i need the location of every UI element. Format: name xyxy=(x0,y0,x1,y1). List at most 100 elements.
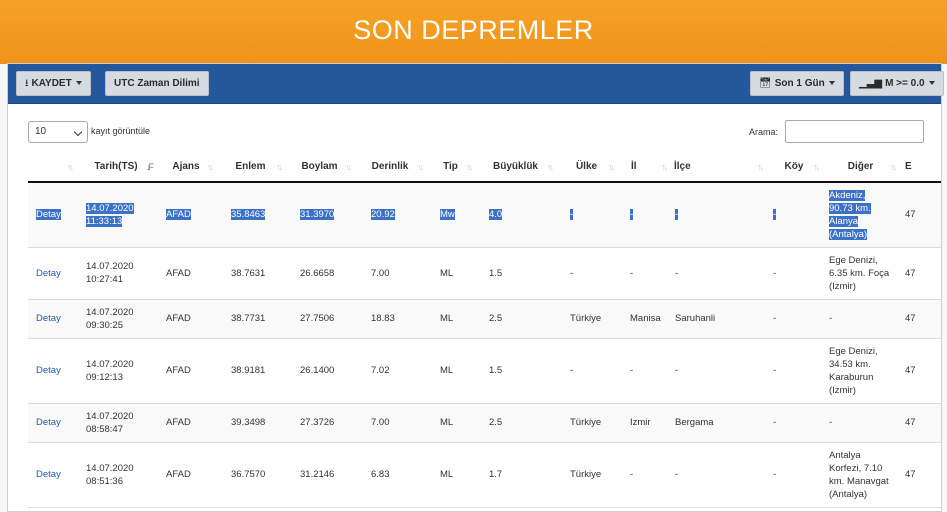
detail-link[interactable]: Detay xyxy=(36,469,61,480)
type-cell: ML xyxy=(440,469,454,480)
magnitude-cell: 4.0 xyxy=(489,209,503,221)
detail-link[interactable]: Detay xyxy=(36,209,61,221)
latitude-cell: 36.7570 xyxy=(231,469,266,480)
column-header-magnitude[interactable]: Büyüklük ↑↓ xyxy=(475,152,556,183)
longitude-cell: 31.2146 xyxy=(300,469,335,480)
column-header-date[interactable]: Tarih(TS) ↓F xyxy=(76,152,156,183)
column-header-village[interactable]: Köy ↑↓ xyxy=(766,152,822,183)
country-cell: - xyxy=(570,267,574,279)
event-date: 14.07.2020 xyxy=(86,202,134,214)
agency-cell: AFAD xyxy=(166,209,191,221)
magnitude-button[interactable]: ▁▃▆ M >= 0.0 xyxy=(850,71,944,96)
district-cell: - xyxy=(675,209,679,221)
province-cell: - xyxy=(630,365,634,376)
longitude-cell: 26.1400 xyxy=(300,365,335,376)
search-label: Arama: xyxy=(749,127,779,137)
detail-link[interactable]: Detay xyxy=(36,417,61,428)
type-cell: ML xyxy=(440,267,454,279)
sort-icon: ↑↓ xyxy=(813,162,820,172)
column-header-agency[interactable]: Ajans ↑↓ xyxy=(156,152,216,183)
village-cell: - xyxy=(773,313,777,324)
bar-chart-icon: ▁▃▆ xyxy=(859,78,883,89)
column-header-longitude[interactable]: Boylam ↑↓ xyxy=(285,152,354,183)
event-time: 09:30:25 xyxy=(86,319,123,331)
column-header-province[interactable]: İl ↑↓ xyxy=(617,152,670,183)
sort-icon: ↑↓ xyxy=(276,162,283,172)
table-header-row: ↑↓ Tarih(TS) ↓F Ajans ↑↓ Enlem ↑↓ Boylam ↑↓ … xyxy=(28,152,941,183)
village-cell: - xyxy=(773,469,777,480)
download-icon: ⭳ xyxy=(25,78,29,89)
type-cell: Mw xyxy=(440,209,455,221)
other-cell: Akdeniz, xyxy=(829,189,866,201)
column-header-type[interactable]: Tip ↑↓ xyxy=(426,152,475,183)
district-cell: - xyxy=(675,469,679,480)
depth-cell: 7.00 xyxy=(371,267,390,279)
event-date: 14.07.2020 xyxy=(86,306,134,318)
village-cell: - xyxy=(773,267,777,279)
magnitude-cell: 1.5 xyxy=(489,267,503,279)
table-row[interactable]: Detay 14.07.2020 08:58:47 AFAD 39.3498 27… xyxy=(28,403,941,443)
agency-cell: AFAD xyxy=(166,313,191,324)
save-label: KAYDET xyxy=(31,78,72,89)
detail-link[interactable]: Detay xyxy=(36,365,61,376)
magnitude-cell: 1.5 xyxy=(489,365,503,376)
column-header-extra[interactable]: E xyxy=(899,152,941,183)
sort-icon: ↑↓ xyxy=(547,162,554,172)
page-length-label: kayıt görüntüle xyxy=(91,126,151,136)
depth-cell: 7.02 xyxy=(371,365,390,376)
search-input[interactable] xyxy=(785,120,924,143)
latitude-cell: 35.8463 xyxy=(231,209,266,221)
extra-cell: 47 xyxy=(905,313,916,324)
table-row[interactable]: Detay 14.07.2020 11:33:13 AFAD 35.8463 31… xyxy=(28,182,941,248)
event-time: 11:33:13 xyxy=(86,215,123,227)
country-cell: Türkiye xyxy=(570,313,602,324)
column-header-country[interactable]: Ülke ↑↓ xyxy=(556,152,617,183)
column-header-district[interactable]: İlçe ↑↓ xyxy=(670,152,766,183)
magnitude-cell: 2.5 xyxy=(489,313,503,324)
extra-cell: 47 xyxy=(905,365,916,376)
other-cell: Ege Denizi, xyxy=(829,254,878,266)
longitude-cell: 26.6658 xyxy=(300,267,335,279)
sort-icon: ↑↓ xyxy=(661,162,668,172)
column-header-depth[interactable]: Derinlik ↑↓ xyxy=(354,152,426,183)
country-cell: Türkiye xyxy=(570,417,602,428)
extra-cell: 47 xyxy=(905,469,916,480)
chevron-down-icon xyxy=(928,81,935,86)
event-time: 09:12:13 xyxy=(86,371,123,383)
utc-timezone-button[interactable]: UTC Zaman Dilimi xyxy=(105,71,209,96)
agency-cell: AFAD xyxy=(166,417,191,428)
latitude-cell: 38.7631 xyxy=(231,267,266,279)
district-cell: Saruhanli xyxy=(675,313,716,324)
period-button[interactable]: 📅︎ Son 1 Gün xyxy=(750,71,844,96)
column-header-latitude[interactable]: Enlem ↑↓ xyxy=(216,152,285,183)
page-length-select[interactable]: 10 xyxy=(28,121,88,143)
page-title: SON DEPREMLER xyxy=(353,15,594,45)
latitude-cell: 39.3498 xyxy=(231,417,266,428)
table-row[interactable]: Detay 14.07.2020 09:12:13 AFAD 38.9181 26… xyxy=(28,338,941,404)
chevron-down-icon xyxy=(73,127,83,137)
toolbar: ⭳ KAYDET UTC Zaman Dilimi 📅︎ Son 1 Gün ▁▃▆… xyxy=(8,64,944,104)
extra-cell: 47 xyxy=(905,267,916,279)
detail-link[interactable]: Detay xyxy=(36,313,61,324)
table-row[interactable]: Detay 14.07.2020 10:27:41 AFAD 38.7631 26… xyxy=(28,247,941,300)
province-cell: - xyxy=(630,267,634,279)
longitude-cell: 27.7506 xyxy=(300,313,335,324)
earthquake-table: ↑↓ Tarih(TS) ↓F Ajans ↑↓ Enlem ↑↓ Boylam ↑↓ … xyxy=(28,152,941,508)
column-header-other[interactable]: Diğer ↑↓ xyxy=(822,152,899,183)
table-row[interactable]: Detay 14.07.2020 08:51:36 AFAD 36.7570 31… xyxy=(28,442,941,508)
magnitude-cell: 2.5 xyxy=(489,417,503,428)
table-controls: 10 kayıt görüntüle Arama: xyxy=(8,118,941,148)
table-body: Detay 14.07.2020 11:33:13 AFAD 35.8463 31… xyxy=(28,182,941,508)
save-button[interactable]: ⭳ KAYDET xyxy=(16,71,91,96)
event-time: 08:51:36 xyxy=(86,475,123,487)
detail-link[interactable]: Detay xyxy=(36,267,61,279)
column-header-detail[interactable]: ↑↓ xyxy=(28,152,76,183)
page-length-value: 10 xyxy=(35,126,47,137)
longitude-cell: 31.3970 xyxy=(300,209,335,221)
longitude-cell: 27.3726 xyxy=(300,417,335,428)
agency-cell: AFAD xyxy=(166,469,191,480)
district-cell: - xyxy=(675,267,679,279)
agency-cell: AFAD xyxy=(166,365,191,376)
country-cell: Türkiye xyxy=(570,469,602,480)
table-row[interactable]: Detay 14.07.2020 09:30:25 AFAD 38.7731 27… xyxy=(28,299,941,339)
